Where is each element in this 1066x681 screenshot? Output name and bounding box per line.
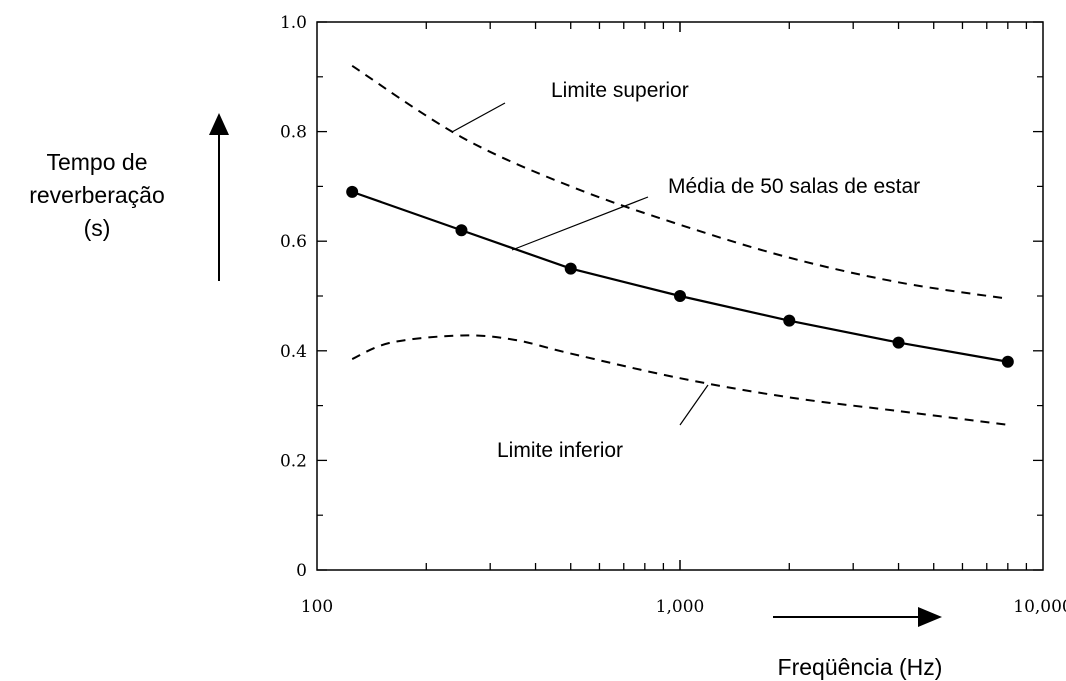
series-point-media-de-50-salas-de-estar bbox=[674, 290, 686, 302]
x-axis-arrow bbox=[773, 607, 942, 627]
annotation-leader-media-de-50-salas-de-estar bbox=[511, 196, 649, 251]
series-line-limite-superior bbox=[351, 65, 1008, 300]
annotation-layer: Limite superior Média de 50 salas de esta… bbox=[451, 79, 920, 462]
series-point-media-de-50-salas-de-estar bbox=[1001, 355, 1014, 368]
x-tick-label: 1,000 bbox=[656, 597, 705, 617]
series-point-media-de-50-salas-de-estar bbox=[783, 314, 796, 327]
series-layer bbox=[346, 65, 1014, 426]
y-axis-label-line-3: (s) bbox=[84, 215, 111, 241]
annotation-leader-limite-inferior bbox=[679, 384, 709, 426]
x-tick-label: 100 bbox=[301, 597, 333, 617]
series-point-media-de-50-salas-de-estar bbox=[346, 185, 359, 198]
y-tick-label: 0.6 bbox=[280, 232, 307, 252]
series-point-media-de-50-salas-de-estar bbox=[455, 224, 468, 237]
y-axis-ticks: 0 0.2 0.4 0.6 0.8 1.0 bbox=[280, 13, 1043, 581]
y-tick-label: 1.0 bbox=[280, 13, 307, 33]
series-point-media-de-50-salas-de-estar bbox=[892, 336, 905, 349]
y-axis-label-line-1: Tempo de bbox=[46, 149, 147, 175]
annotation-limite-inferior: Limite inferior bbox=[497, 439, 623, 462]
x-tick-label: 10,000 bbox=[1013, 597, 1066, 617]
annotation-limite-superior: Limite superior bbox=[551, 79, 689, 102]
annotation-media-de-50-salas-de-estar: Média de 50 salas de estar bbox=[668, 175, 920, 198]
series-point-media-de-50-salas-de-estar bbox=[564, 262, 577, 275]
y-tick-label: 0 bbox=[296, 561, 307, 581]
x-axis-ticks: 100 1,000 10,000 bbox=[301, 22, 1066, 617]
x-axis-label: Freqüência (Hz) bbox=[778, 654, 943, 680]
annotation-leader-limite-superior bbox=[451, 102, 506, 133]
y-axis-arrow bbox=[209, 113, 229, 281]
y-tick-label: 0.8 bbox=[280, 123, 307, 143]
y-tick-label: 0.2 bbox=[280, 451, 307, 471]
y-axis-label-line-2: reverberação bbox=[29, 182, 165, 208]
series-line-limite-inferior bbox=[351, 334, 1008, 426]
y-tick-label: 0.4 bbox=[280, 342, 307, 362]
